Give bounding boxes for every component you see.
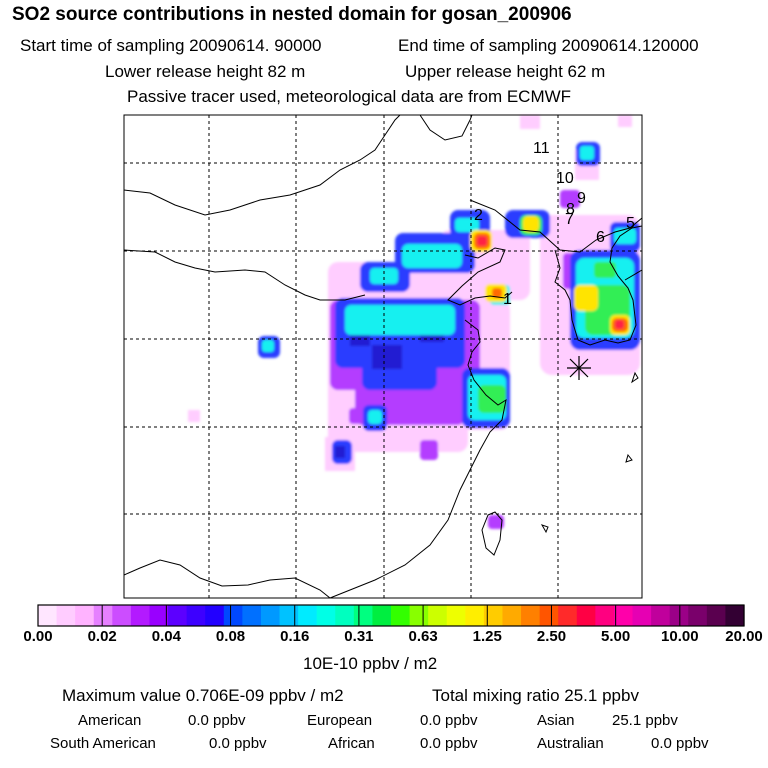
source-label-10: 10 xyxy=(556,170,574,187)
colorbar-swatch xyxy=(632,605,652,626)
colorbar-swatch xyxy=(391,605,411,626)
source-label-11: 11 xyxy=(533,140,550,157)
colorbar-tick-label: 0.04 xyxy=(151,628,181,645)
colorbar-swatch xyxy=(428,605,448,626)
colorbar-swatch xyxy=(669,605,689,626)
colorbar-swatch xyxy=(93,605,113,626)
colorbar-swatch xyxy=(279,605,299,626)
colorbar-swatch xyxy=(223,605,243,626)
map-frame xyxy=(123,114,643,599)
colorbar-swatch xyxy=(316,605,336,626)
colorbar-swatch xyxy=(186,605,206,626)
sampling-end-time: End time of sampling 20090614.120000 xyxy=(398,36,699,55)
region-american-name: American xyxy=(78,712,142,729)
total-mixing-ratio: Total mixing ratio 25.1 ppbv xyxy=(432,686,639,705)
region-european-value: 0.0 ppbv xyxy=(420,712,478,729)
source-labels: 1 2 5 6 7 8 9 10 11 xyxy=(474,140,635,308)
colorbar-swatch xyxy=(706,605,727,626)
colorbar xyxy=(38,605,745,626)
region-african-value: 0.0 ppbv xyxy=(420,735,478,752)
colorbar-swatch xyxy=(521,605,541,626)
colorbar-swatch xyxy=(446,605,466,626)
lower-release-height: Lower release height 82 m xyxy=(105,62,306,81)
colorbar-swatch xyxy=(539,605,559,626)
region-european-name: European xyxy=(307,712,373,729)
colorbar-tick-label: 5.00 xyxy=(601,628,631,645)
colorbar-swatch xyxy=(56,605,76,626)
receptor-site-star-icon xyxy=(567,356,591,380)
region-south-american-name: South American xyxy=(50,735,156,752)
colorbar-swatch xyxy=(205,605,225,626)
colorbar-swatch xyxy=(260,605,281,626)
source-label-8: 8 xyxy=(566,201,575,218)
map-panel: 1 2 5 6 7 8 9 10 11 xyxy=(123,114,643,599)
source-label-1: 1 xyxy=(503,291,512,308)
colorbar-swatch xyxy=(372,605,392,626)
page-title: SO2 source contributions in nested domai… xyxy=(12,4,572,25)
colorbar-swatch xyxy=(595,605,615,626)
colorbar-swatch xyxy=(558,605,578,626)
colorbar-swatch xyxy=(242,605,262,626)
concentration-field xyxy=(188,115,640,529)
upper-release-height: Upper release height 62 m xyxy=(405,62,606,81)
coastlines xyxy=(123,114,643,599)
source-label-7: 7 xyxy=(565,211,574,228)
colorbar-swatch xyxy=(168,605,188,626)
colorbar-swatch xyxy=(409,605,429,626)
colorbar-swatch xyxy=(725,605,745,626)
source-label-5: 5 xyxy=(626,215,635,232)
colorbar-swatch xyxy=(613,605,634,626)
colorbar-swatch xyxy=(75,605,95,626)
tracer-note: Passive tracer used, meteorological data… xyxy=(127,87,572,106)
colorbar-dividers xyxy=(101,605,681,626)
colorbar-tick-label: 0.08 xyxy=(215,628,246,645)
colorbar-swatch xyxy=(353,605,374,626)
red-hotspot xyxy=(477,236,624,329)
colorbar-swatch xyxy=(465,605,485,626)
source-label-9: 9 xyxy=(577,190,586,207)
region-asian-name: Asian xyxy=(537,712,575,729)
region-asian-value: 25.1 ppbv xyxy=(612,712,678,729)
colorbar-swatch xyxy=(688,605,708,626)
colorbar-swatch xyxy=(483,605,504,626)
colorbar-tick-label: 0.63 xyxy=(408,628,438,645)
colorbar-frame xyxy=(37,604,745,627)
region-african-name: African xyxy=(328,735,375,752)
colorbar-swatch xyxy=(298,605,318,626)
colorbar-tick-label: 2.50 xyxy=(536,628,567,645)
region-american-value: 0.0 ppbv xyxy=(188,712,246,729)
source-label-6: 6 xyxy=(596,229,605,246)
source-label-2: 2 xyxy=(474,207,483,224)
sampling-start-time: Start time of sampling 20090614. 90000 xyxy=(20,36,322,55)
maximum-value: Maximum value 0.706E-09 ppbv / m2 xyxy=(62,686,344,705)
colorbar-tick-label: 0.16 xyxy=(280,628,310,645)
colorbar-swatch xyxy=(112,605,132,626)
colorbar-swatch xyxy=(38,605,58,626)
colorbar-swatch xyxy=(335,605,355,626)
colorbar-swatch xyxy=(576,605,596,626)
colorbar-swatch xyxy=(130,605,151,626)
colorbar-swatch xyxy=(149,605,169,626)
region-australian-name: Australian xyxy=(537,735,604,752)
region-australian-value: 0.0 ppbv xyxy=(651,735,709,752)
colorbar-tick-label: 1.25 xyxy=(472,628,502,645)
map-gridlines xyxy=(124,115,642,598)
colorbar-swatch xyxy=(651,605,671,626)
region-south-american-value: 0.0 ppbv xyxy=(209,735,267,752)
colorbar-unit: 10E-10 ppbv / m2 xyxy=(303,654,438,673)
colorbar-tick-label: 20.00 xyxy=(725,628,763,645)
colorbar-tick-label: 10.00 xyxy=(661,628,699,645)
colorbar-tick-label: 0.02 xyxy=(87,628,117,645)
colorbar-tick-label: 0.31 xyxy=(344,628,374,645)
colorbar-tick-label: 0.00 xyxy=(23,628,53,645)
colorbar-swatch xyxy=(502,605,522,626)
